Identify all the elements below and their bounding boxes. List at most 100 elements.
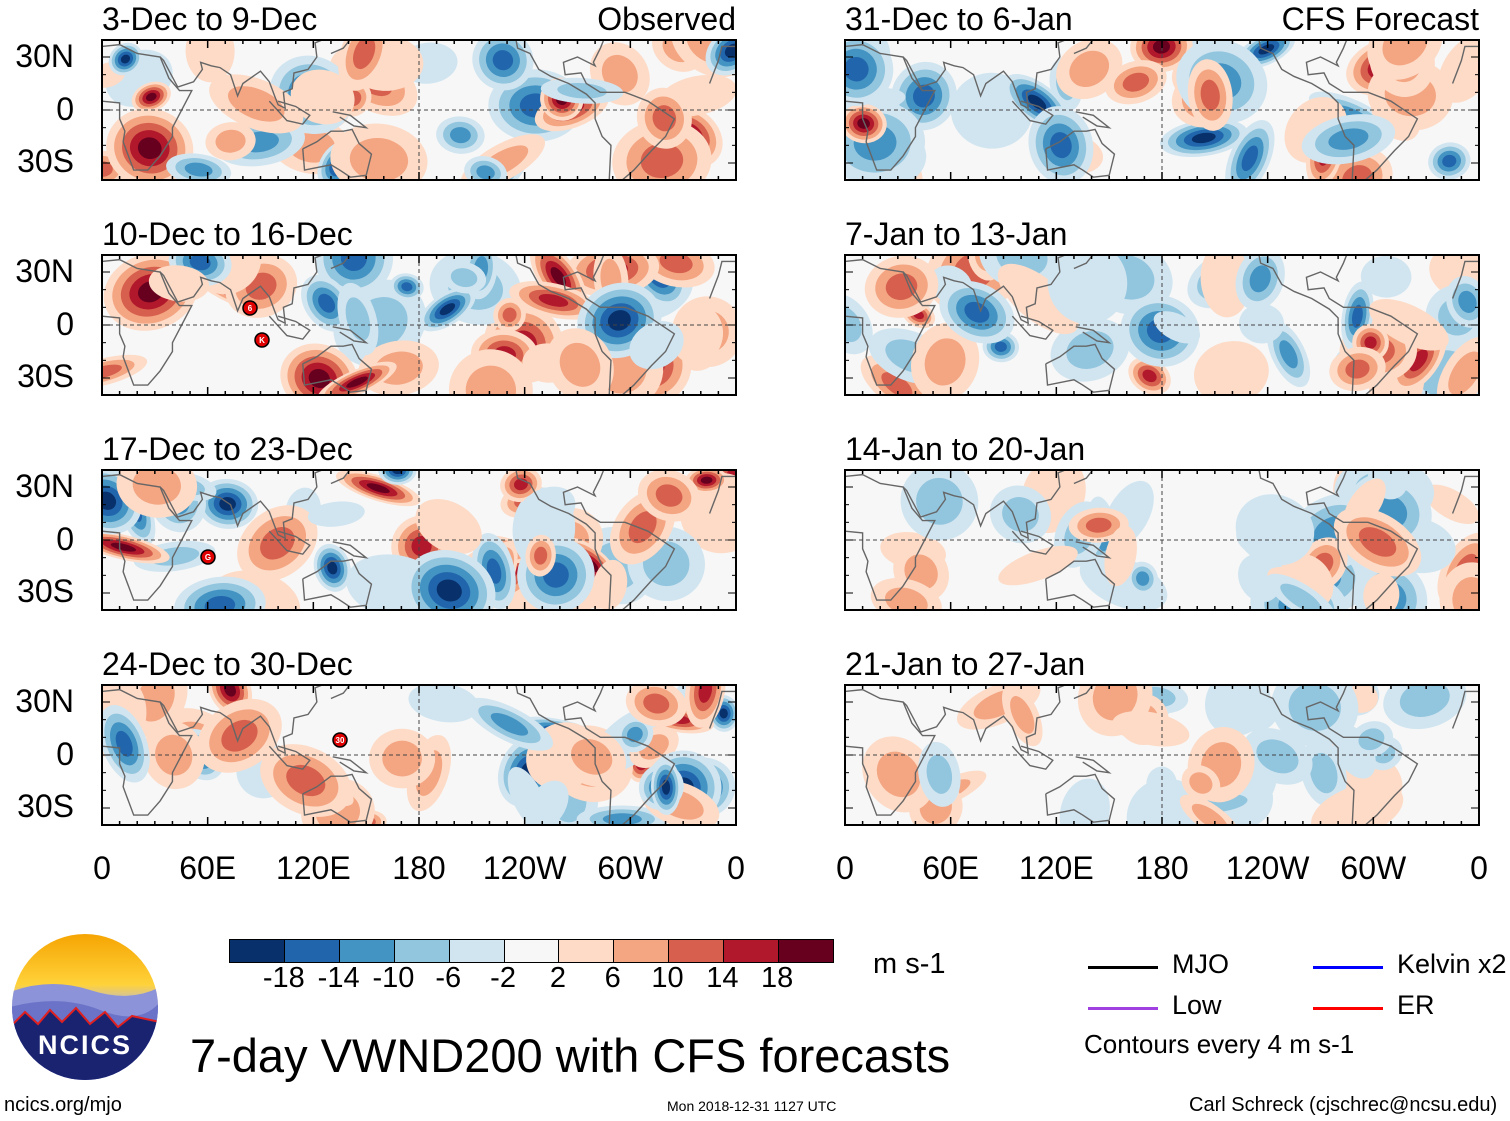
lat-label: 30S (17, 358, 74, 394)
colorbar-swatch (394, 940, 450, 962)
lon-label: 60E (179, 850, 237, 886)
anomaly-contour (1092, 685, 1138, 721)
coastline (845, 473, 936, 601)
legend-line (1088, 966, 1158, 969)
anomaly-contour (876, 751, 921, 798)
anomaly-contour (1409, 349, 1428, 372)
colorbar-label: -14 (317, 962, 360, 994)
anomaly-contour (1256, 739, 1299, 774)
coastline (332, 756, 369, 774)
anomaly-contour (1085, 517, 1112, 533)
anomaly-contour (185, 40, 235, 83)
panel-title: 17-Dec to 23-Dec (102, 431, 353, 467)
tropical-cyclone-marker: K (254, 332, 270, 348)
coastline (1305, 40, 1419, 180)
map-panel (101, 684, 737, 826)
lat-label: 30S (17, 573, 74, 609)
footer-url[interactable]: ncics.org/mjo (4, 1094, 122, 1116)
anomaly-contour (382, 740, 422, 777)
anomaly-contour (652, 105, 677, 132)
coastline (1045, 773, 1116, 823)
lat-label: 30S (17, 788, 74, 824)
anomaly-contour (120, 54, 131, 64)
coastline (1305, 685, 1419, 825)
anomaly-contour (1235, 494, 1315, 566)
colorbar-label: 2 (549, 962, 566, 994)
anomaly-contour (659, 255, 693, 274)
legend-line (1313, 1007, 1383, 1010)
panel-title: 10-Dec to 16-Dec (102, 216, 353, 252)
anomaly-contour (1200, 79, 1220, 111)
tropical-cyclone-marker: G (200, 549, 216, 565)
coastline (332, 326, 369, 344)
coastline (1075, 541, 1112, 559)
storm-label: 6 (248, 304, 253, 313)
coastline (1258, 685, 1355, 825)
anomaly-contour (997, 263, 1079, 335)
maps-canvas: 6 K G 30 (101, 39, 1480, 826)
anomaly-contour (1423, 484, 1479, 525)
anomaly-contour (1153, 311, 1201, 344)
lon-label: 120W (1225, 850, 1310, 886)
coastline (845, 43, 936, 171)
legend-line (1313, 966, 1383, 969)
coastline (159, 40, 325, 110)
anomaly-contour (1047, 255, 1128, 325)
anomaly-contour (1050, 132, 1072, 159)
anomaly-contour (1360, 255, 1412, 298)
anomaly-contour (517, 486, 576, 533)
anomaly-contour (1193, 341, 1269, 395)
legend-label: ER (1397, 990, 1435, 1020)
panel-header: Observed (597, 1, 736, 37)
anomaly-contour (1240, 697, 1279, 733)
lon-label: 0 (93, 850, 111, 886)
anomaly-contour (307, 501, 365, 527)
anomaly-contour (998, 545, 1078, 586)
colorbar-swatch (339, 940, 395, 962)
anomaly-contour (1200, 255, 1251, 318)
coastline (1011, 745, 1054, 770)
anomaly-contour (1191, 132, 1216, 144)
colorbar-label: -18 (262, 962, 305, 994)
colorbar-swatch (779, 940, 833, 962)
panel-title: 31-Dec to 6-Jan (845, 1, 1073, 37)
anomaly-contour (524, 780, 569, 825)
coastline (515, 255, 612, 395)
tropical-cyclone-marker: 6 (242, 300, 258, 316)
legend-label: MJO (1172, 949, 1229, 979)
coastline (1451, 260, 1479, 299)
colorbar-label: 14 (706, 962, 739, 994)
anomaly-contour (1429, 255, 1479, 300)
lat-label: 0 (56, 306, 74, 342)
footer-timestamp: Mon 2018-12-31 1127 UTC (667, 1098, 837, 1114)
anomaly-contour (1288, 685, 1341, 731)
coastline (515, 685, 612, 825)
coastline (268, 745, 311, 770)
lat-label: 0 (56, 736, 74, 772)
storm-label: 30 (336, 736, 345, 745)
anomaly-contour (1452, 577, 1479, 610)
anomaly-contour (1189, 772, 1213, 794)
map-panel (101, 39, 737, 181)
legend-label: Low (1172, 990, 1222, 1020)
anomaly-contour (353, 40, 376, 70)
contours-note: Contours every 4 m s-1 (1084, 1029, 1355, 1059)
anomaly-contour (102, 364, 122, 380)
tropical-cyclone-marker: 30 (332, 732, 348, 748)
anomaly-contour (845, 56, 869, 82)
anomaly-contour (1136, 571, 1150, 586)
storm-label: G (205, 553, 211, 562)
coastline (902, 470, 1068, 540)
anomaly-contour (1309, 752, 1338, 794)
coastline (1258, 470, 1355, 610)
coastline (332, 541, 369, 559)
anomaly-contour (1069, 50, 1110, 88)
coastline (102, 688, 193, 816)
coastline (515, 40, 612, 180)
colorbar-swatch (284, 940, 340, 962)
colorbar-swatch (449, 940, 505, 962)
anomaly-contour (145, 92, 157, 102)
anomaly-contour (1358, 527, 1397, 557)
logo-text: NCICS (38, 1030, 132, 1060)
